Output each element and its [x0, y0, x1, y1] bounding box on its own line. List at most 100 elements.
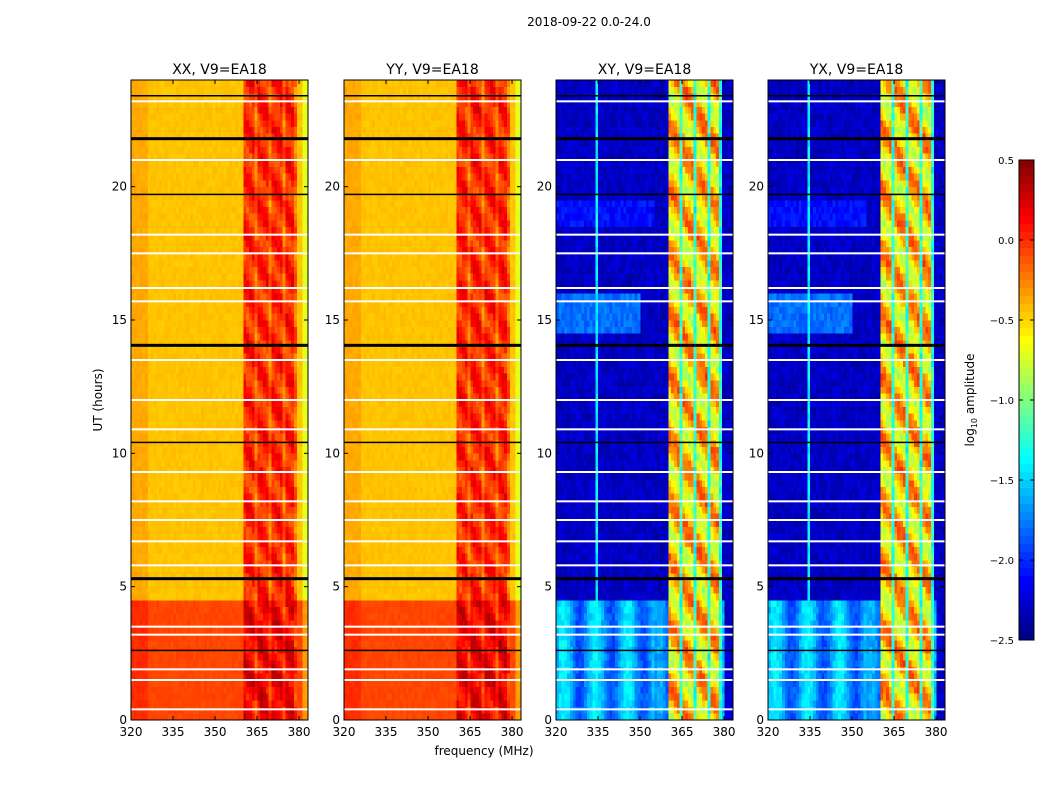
heatmap-cell [165, 413, 168, 420]
heatmap-cell [241, 493, 244, 500]
heatmap-cell [168, 567, 171, 574]
heatmap-cell [196, 567, 199, 574]
heatmap-cell [179, 293, 182, 300]
heatmap-cell [139, 207, 142, 214]
heatmap-cell [274, 713, 277, 720]
heatmap-cell [302, 253, 305, 260]
heatmap-cell [294, 253, 297, 260]
heatmap-cell [294, 713, 297, 720]
heatmap-cell [137, 680, 140, 687]
heatmap-cell [224, 380, 227, 387]
heatmap-cell [263, 547, 266, 554]
heatmap-cell [288, 653, 291, 660]
heatmap-cell [168, 240, 171, 247]
heatmap-cell [145, 660, 148, 667]
heatmap-cell [288, 380, 291, 387]
heatmap-cell [269, 293, 272, 300]
heatmap-cell [269, 400, 272, 407]
heatmap-cell [137, 373, 140, 380]
heatmap-cell [302, 653, 305, 660]
heatmap-cell [187, 373, 190, 380]
heatmap-cell [218, 440, 221, 447]
heatmap-cell [280, 593, 283, 600]
heatmap-cell [173, 207, 176, 214]
heatmap-cell [277, 373, 280, 380]
heatmap-cell [291, 360, 294, 367]
heatmap-cell [212, 447, 215, 454]
heatmap-cell [207, 700, 210, 707]
heatmap-cell [224, 213, 227, 220]
heatmap-cell [159, 400, 162, 407]
heatmap-cell [232, 307, 235, 314]
heatmap-cell [162, 260, 165, 267]
heatmap-cell [137, 327, 140, 334]
heatmap-cell [168, 640, 171, 647]
heatmap-cell [215, 387, 218, 394]
heatmap-cell [280, 260, 283, 267]
heatmap-cell [266, 387, 269, 394]
heatmap-cell [198, 320, 201, 327]
heatmap-cell [139, 420, 142, 427]
heatmap-cell [224, 600, 227, 607]
heatmap-cell [179, 313, 182, 320]
heatmap-cell [207, 613, 210, 620]
heatmap-cell [201, 613, 204, 620]
heatmap-cell [193, 420, 196, 427]
heatmap-cell [277, 440, 280, 447]
heatmap-cell [260, 400, 263, 407]
heatmap-cell [294, 553, 297, 560]
heatmap-cell [274, 327, 277, 334]
heatmap-cell [165, 373, 168, 380]
heatmap-cell [142, 280, 145, 287]
heatmap-cell [271, 680, 274, 687]
heatmap-cell [153, 460, 156, 467]
heatmap-cell [280, 413, 283, 420]
heatmap-cell [156, 480, 159, 487]
heatmap-cell [145, 533, 148, 540]
heatmap-cell [193, 440, 196, 447]
heatmap-cell [165, 680, 168, 687]
heatmap-cell [238, 480, 241, 487]
heatmap-cell [255, 613, 258, 620]
heatmap-cell [184, 533, 187, 540]
heatmap-cell [156, 453, 159, 460]
heatmap-cell [232, 407, 235, 414]
heatmap-cell [235, 200, 238, 207]
heatmap-cell [269, 207, 272, 214]
heatmap-cell [182, 433, 185, 440]
heatmap-cell [224, 613, 227, 620]
heatmap-cell [204, 327, 207, 334]
heatmap-cell [139, 267, 142, 274]
heatmap-cell [302, 447, 305, 454]
heatmap-cell [297, 440, 300, 447]
heatmap-cell [153, 320, 156, 327]
heatmap-cell [151, 207, 154, 214]
heatmap-cell [198, 227, 201, 234]
heatmap-cell [246, 373, 249, 380]
heatmap-cell [198, 220, 201, 227]
heatmap-cell [210, 367, 213, 374]
heatmap-cell [294, 487, 297, 494]
heatmap-cell [179, 493, 182, 500]
heatmap-cell [159, 693, 162, 700]
heatmap-cell [204, 347, 207, 354]
heatmap-cell [227, 693, 230, 700]
heatmap-cell [201, 333, 204, 340]
heatmap-cell [212, 453, 215, 460]
heatmap-cell [134, 413, 137, 420]
heatmap-cell [274, 360, 277, 367]
heatmap-cell [198, 213, 201, 220]
heatmap-cell [302, 713, 305, 720]
heatmap-cell [283, 373, 286, 380]
heatmap-cell [137, 433, 140, 440]
heatmap-cell [179, 567, 182, 574]
heatmap-cell [269, 527, 272, 534]
heatmap-cell [182, 547, 185, 554]
heatmap-cell [288, 453, 291, 460]
heatmap-cell [252, 213, 255, 220]
heatmap-cell [229, 593, 232, 600]
heatmap-cell [238, 567, 241, 574]
heatmap-cell [263, 480, 266, 487]
heatmap-cell [300, 200, 303, 207]
heatmap-cell [224, 453, 227, 460]
